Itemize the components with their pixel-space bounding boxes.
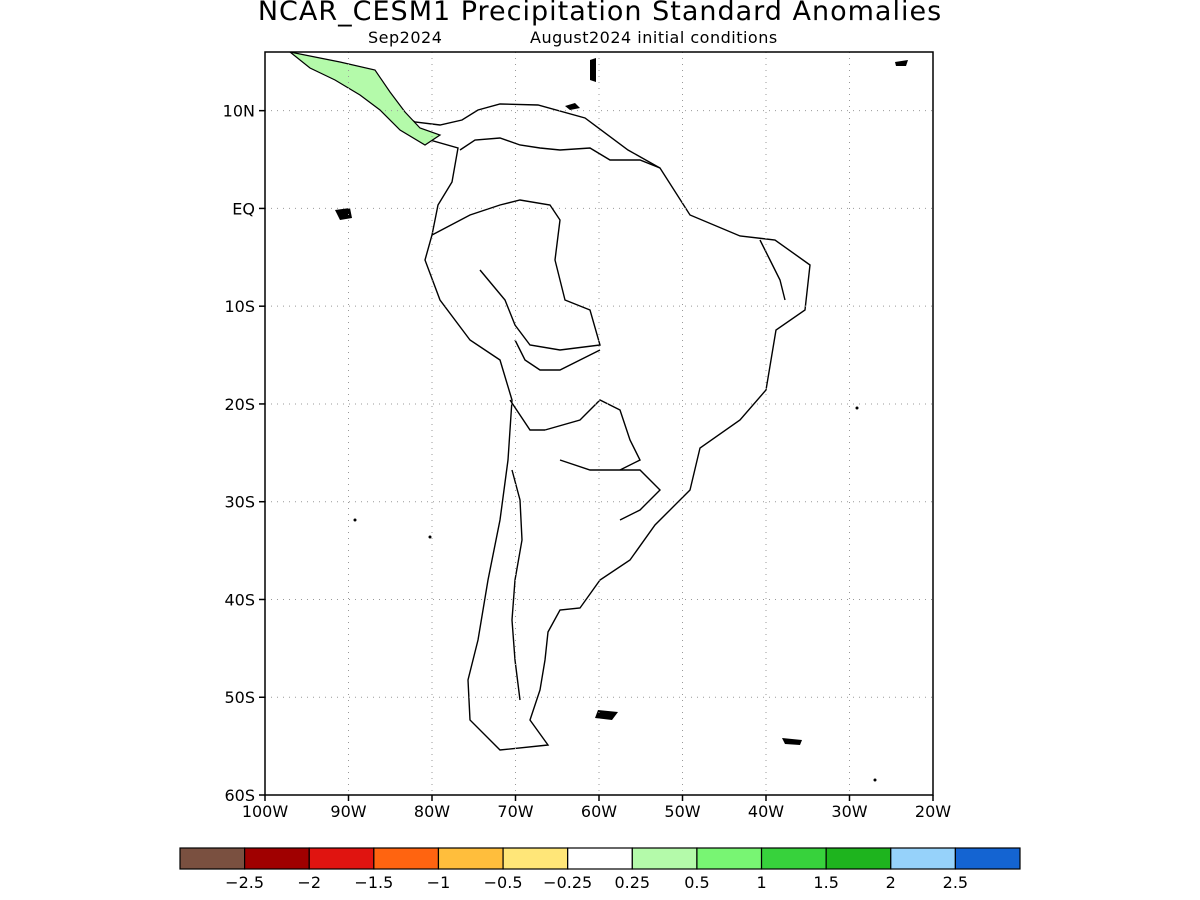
colorbar-label: −2 [297,873,321,892]
colorbar-swatch [437,847,504,870]
colorbar-label: 1.5 [813,873,838,892]
colorbar-swatch [696,847,763,870]
colorbar-label: 2.5 [943,873,968,892]
colorbar-swatch [373,847,440,870]
lon-tick-label: 80W [414,802,450,821]
colorbar-swatch [954,847,1021,870]
colorbar-label: 0.5 [684,873,709,892]
lon-tick-label: 60W [581,802,617,821]
lat-tick-label: 60S [224,786,255,805]
colorbar-swatch [244,847,310,870]
lon-tick-label: 100W [242,802,289,821]
colorbar-label: −2.5 [225,873,264,892]
colorbar-swatch [760,847,827,870]
lon-tick-label: 20W [915,802,951,821]
lat-tick-label: 30S [224,493,255,512]
lat-tick-label: 20S [224,395,255,414]
lon-tick-label: 40W [748,802,784,821]
colorbar-swatch [825,847,892,870]
islands [335,58,908,782]
colorbar-label: 2 [886,873,896,892]
colorbar-label: −0.25 [543,873,592,892]
colorbar-label: 1 [756,873,766,892]
colorbar-label: −1 [427,873,451,892]
colorbar: −2.5 −2 −1.5 −1 −0.5 −0.25 0.25 0.5 1 1.5 2 2.5 [179,847,1021,892]
colorbar-swatch [502,847,569,870]
lon-tick-label: 50W [664,802,700,821]
colorbar-swatch [567,847,633,870]
colorbar-label: −0.5 [484,873,523,892]
coastlines-borders [289,52,811,751]
lat-tick-label: 50S [224,688,255,707]
colorbar-label: 0.25 [614,873,650,892]
central-america [289,52,442,146]
colorbar-label: −1.5 [354,873,393,892]
lon-tick-label: 90W [330,802,366,821]
colorbar-swatch [890,847,956,870]
initial-conditions-label: August2024 initial conditions [530,28,778,47]
lat-tick-label: EQ [232,199,255,218]
lat-tick-label: 10S [224,297,255,316]
map-title: NCAR_CESM1 Precipitation Standard Anomal… [257,0,943,27]
forecast-month: Sep2024 [368,28,443,47]
colorbar-swatch [308,847,375,870]
colorbar-swatch [179,847,246,870]
lon-tick-label: 30W [831,802,867,821]
colorbar-swatch [631,847,698,870]
lat-tick-label: 10N [223,102,255,121]
lon-tick-label: 70W [497,802,533,821]
lat-tick-label: 40S [224,590,255,609]
